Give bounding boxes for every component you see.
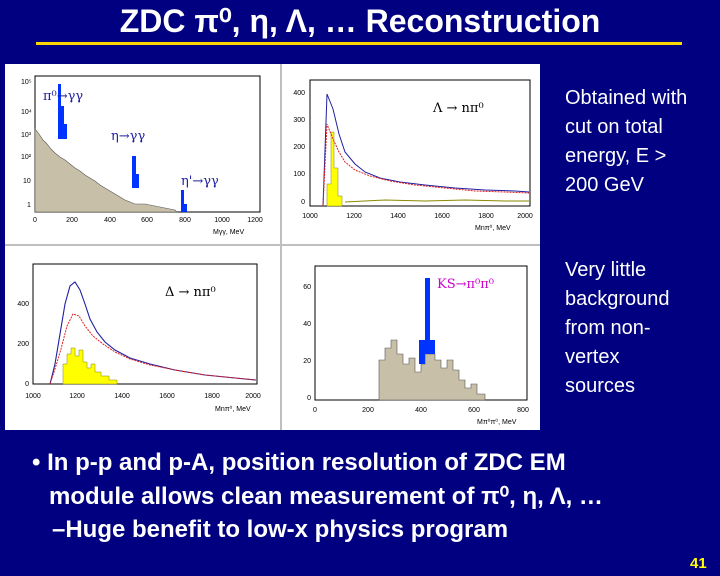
ks-decay-label: KS→π⁰π⁰	[437, 277, 494, 292]
lambda-y-ticks: 400 300 200 100 0	[293, 90, 305, 206]
gg-ytick: 1	[27, 202, 31, 209]
title-underline	[36, 42, 682, 45]
bullet-line-1: • In p-p and p-A, position resolution of…	[32, 446, 603, 480]
lambda-background-curve	[322, 123, 530, 207]
lambda-residual-curve	[344, 199, 529, 203]
lambda-signal-histogram	[326, 131, 343, 207]
gg-xtick: 1200	[247, 217, 263, 224]
ks-y-ticks: 60 40 20 0	[303, 284, 311, 402]
lambda-ytick: 100	[293, 171, 305, 178]
side-note-line: cut on total	[565, 116, 663, 138]
delta-xtick: 1200	[69, 393, 85, 400]
page-number: 41	[690, 555, 707, 572]
ks-xtick: 600	[468, 407, 480, 414]
delta-decay-label: Δ → nπ⁰	[165, 285, 216, 300]
side-note-line: sources	[565, 375, 636, 397]
lambda-ytick: 200	[293, 144, 305, 151]
ks-xtick: 400	[415, 407, 427, 414]
delta-x-ticks: 1000 1200 1400 1600 1800 2000	[25, 393, 261, 400]
gg-xtick: 800	[179, 217, 191, 224]
delta-xtick: 1800	[204, 393, 220, 400]
delta-signal-histogram	[62, 347, 118, 385]
ks-ytick: 60	[303, 284, 311, 291]
delta-y-ticks: 400 200 0	[17, 301, 29, 388]
lambda-xtick: 1000	[302, 213, 318, 220]
delta-xtick: 1600	[159, 393, 175, 400]
delta-xtick: 1400	[114, 393, 130, 400]
bullet-text-1: In p-p and p-A, position resolution of Z…	[47, 449, 566, 476]
gg-pi0-peak	[58, 84, 67, 139]
lambda-xtick: 1200	[346, 213, 362, 220]
ks-xtick: 0	[313, 407, 317, 414]
gg-xtick: 1000	[214, 217, 230, 224]
delta-xtick: 2000	[245, 393, 261, 400]
gg-xtick: 0	[33, 217, 37, 224]
main-bullet: • In p-p and p-A, position resolution of…	[32, 446, 603, 514]
gg-ytick: 10⁴	[21, 109, 32, 116]
gg-ytick: 10³	[21, 132, 32, 139]
plots-svg: π⁰→γγ η→γγ η'→γγ 10⁵ 10⁴ 10³ 10² 10 1 0 …	[5, 64, 540, 430]
ks-ytick: 20	[303, 358, 311, 365]
gg-x-axis-label: Mγγ, MeV	[213, 229, 244, 236]
delta-ytick: 400	[17, 301, 29, 308]
delta-ytick: 200	[17, 341, 29, 348]
lambda-total-curve	[322, 93, 530, 207]
ks-plot: KS→π⁰π⁰ 60 40 20 0 0 200 400 600 800 Mπ⁰…	[303, 265, 529, 426]
side-note-energy-cut: Obtained with cut on total energy, E > 2…	[565, 84, 687, 200]
side-note-line: Obtained with	[565, 87, 688, 109]
lambda-ytick: 300	[293, 117, 305, 124]
gg-xtick: 200	[66, 217, 78, 224]
reconstruction-plots: π⁰→γγ η→γγ η'→γγ 10⁵ 10⁴ 10³ 10² 10 1 0 …	[5, 64, 540, 430]
gg-eta-prime-label: η'→γγ	[181, 174, 219, 189]
side-note-line: 200 GeV	[565, 174, 644, 196]
gg-plot: π⁰→γγ η→γγ η'→γγ 10⁵ 10⁴ 10³ 10² 10 1 0 …	[21, 75, 263, 236]
ks-ytick: 40	[303, 321, 311, 328]
lambda-xtick: 2000	[517, 213, 533, 220]
gg-background-histogram	[34, 128, 178, 213]
lambda-xtick: 1800	[478, 213, 494, 220]
gg-xtick: 600	[141, 217, 153, 224]
gg-ytick: 10	[23, 178, 31, 185]
gg-eta-peak	[132, 156, 139, 188]
lambda-plot: Λ → nπ⁰ 400 300 200 100 0 1000 1200 1400…	[293, 79, 533, 232]
bullet-marker: •	[32, 449, 41, 476]
gg-eta-label: η→γγ	[111, 129, 145, 144]
delta-plot: Δ → nπ⁰ 400 200 0 1000 1200 1400 1600 18…	[17, 263, 261, 413]
side-note-background: Very little background from non- vertex …	[565, 256, 670, 401]
ks-x-axis-label: Mπ⁰π⁰, MeV	[477, 418, 517, 426]
lambda-ytick: 0	[301, 199, 305, 206]
gg-ytick: 10⁵	[21, 79, 32, 86]
ks-x-ticks: 0 200 400 600 800	[313, 407, 529, 414]
sub-bullet: –Huge benefit to low-x physics program	[52, 516, 509, 543]
ks-signal-peak	[419, 278, 435, 400]
ks-xtick: 800	[517, 407, 529, 414]
lambda-xtick: 1600	[434, 213, 450, 220]
bullet-line-2: module allows clean measurement of π⁰, η…	[49, 483, 603, 510]
side-note-line: from non-	[565, 317, 651, 339]
gg-x-ticks: 0 200 400 600 800 1000 1200	[33, 217, 263, 224]
lambda-x-ticks: 1000 1200 1400 1600 1800 2000	[302, 213, 533, 220]
side-note-line: energy, E >	[565, 145, 667, 167]
lambda-ytick: 400	[293, 90, 305, 97]
ks-ytick: 0	[307, 395, 311, 402]
gg-eta-prime-peak	[181, 190, 187, 212]
gg-ytick: 10²	[21, 154, 32, 161]
lambda-decay-label: Λ → nπ⁰	[432, 101, 484, 116]
side-note-line: vertex	[565, 346, 620, 368]
ks-xtick: 200	[362, 407, 374, 414]
lambda-plot-frame	[309, 79, 531, 207]
side-note-line: Very little	[565, 259, 647, 281]
gg-pi0-label: π⁰→γγ	[43, 89, 83, 104]
slide-title: ZDC π⁰, η, Λ, … Reconstruction	[119, 3, 601, 39]
side-note-line: background	[565, 288, 670, 310]
delta-x-axis-label: Mnπ⁰, MeV	[215, 405, 251, 413]
lambda-xtick: 1400	[390, 213, 406, 220]
delta-xtick: 1000	[25, 393, 41, 400]
gg-xtick: 400	[104, 217, 116, 224]
lambda-x-axis-label: Mnπ⁰, MeV	[475, 224, 511, 232]
delta-ytick: 0	[25, 381, 29, 388]
delta-background-curve	[49, 313, 257, 385]
gg-y-ticks: 10⁵ 10⁴ 10³ 10² 10 1	[21, 79, 32, 209]
